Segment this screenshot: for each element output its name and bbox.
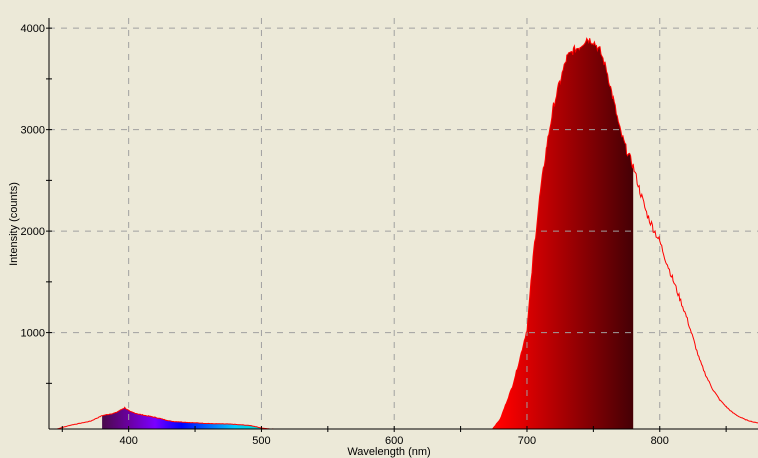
- x-tick-label: 600: [385, 435, 403, 447]
- spectrum-fill: [102, 38, 634, 429]
- x-tick-label: 400: [119, 435, 137, 447]
- y-tick-label: 1000: [21, 328, 45, 340]
- x-axis-title: Wavelength (nm): [347, 446, 430, 458]
- y-tick-label: 4000: [21, 23, 45, 35]
- x-tick-label: 700: [518, 435, 536, 447]
- y-tick-label: 3000: [21, 125, 45, 137]
- spectrum-line: [56, 37, 758, 430]
- x-tick-label: 800: [651, 435, 669, 447]
- x-tick-label: 500: [252, 435, 270, 447]
- y-tick-label: 2000: [21, 226, 45, 238]
- y-axis-title: Intensity (counts): [8, 182, 20, 266]
